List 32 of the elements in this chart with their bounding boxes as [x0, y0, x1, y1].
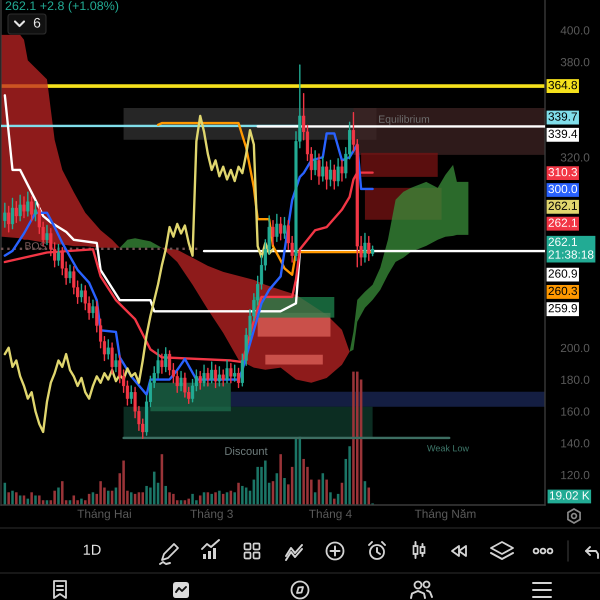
text: 262.1: [548, 238, 577, 246]
ref-line-label: 364.8: [548, 80, 578, 90]
y-tick-label: 160.0: [561, 407, 590, 416]
text: 262.1: [548, 202, 577, 210]
y-tick-label: 140.0: [561, 439, 590, 448]
annotation: Equilibrium: [379, 115, 430, 125]
text: 262.1: [548, 218, 577, 227]
y-tick-label: 320.0: [560, 153, 590, 162]
annotation: 6: [34, 18, 40, 28]
text: 310.3: [548, 168, 578, 176]
x-tick-label: Tháng Năm: [414, 509, 476, 520]
x-tick-label: Tháng 4: [309, 509, 352, 520]
y-tick-label: 400.0: [560, 26, 590, 35]
text: 259.9: [548, 304, 577, 312]
y-tick-label: 120.0: [561, 470, 590, 480]
text: 1D: [84, 544, 101, 555]
annotation: Weak Low: [427, 444, 470, 452]
data-label: 260.9: [548, 269, 577, 278]
y-tick-label: 180.0: [561, 376, 590, 384]
chart-title: 262.1 +2.8 (+1.08%): [6, 1, 118, 13]
x-tick-label: Tháng Hai: [77, 509, 131, 520]
text: 300.0: [548, 184, 578, 194]
annotation: BOS: [25, 242, 46, 250]
data-label: 339.4: [548, 130, 578, 138]
y-tick-label: 200.0: [560, 344, 590, 352]
text: 19.02 K: [550, 491, 590, 500]
text: 21:38:18: [548, 250, 594, 259]
x-tick-label: Tháng 3: [190, 509, 233, 520]
text: 260.3: [548, 286, 578, 296]
annotation: Discount: [225, 446, 268, 455]
text: 339.7: [548, 112, 577, 121]
y-tick-label: 380.0: [560, 58, 590, 66]
